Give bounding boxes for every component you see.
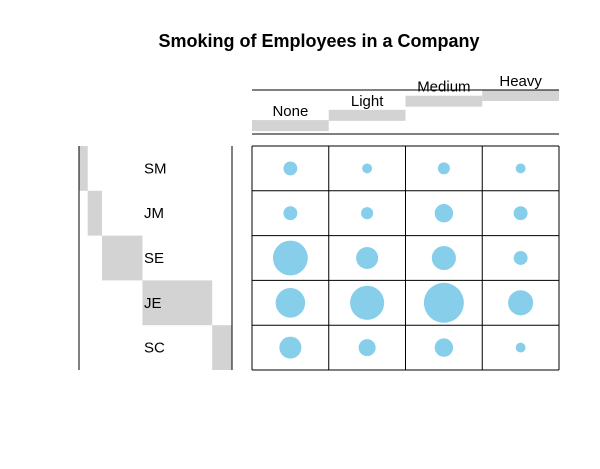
- column-margin-bar-heavy: [482, 90, 559, 101]
- row-margin-bar-se: [101, 235, 143, 281]
- balloon-sc-medium: [434, 338, 454, 357]
- column-label-light: Light: [351, 93, 384, 110]
- balloon-sm-heavy: [515, 163, 526, 174]
- row-label-sc: SC: [144, 340, 165, 357]
- column-label-medium: Medium: [417, 79, 470, 96]
- column-margin-bar-medium: [405, 95, 483, 107]
- row-label-jm: JM: [144, 205, 164, 222]
- column-margin-bar-light: [328, 109, 406, 121]
- balloon-se-heavy: [513, 251, 528, 265]
- balloon-sc-none: [279, 336, 302, 359]
- balloon-sm-none: [283, 161, 298, 176]
- row-margin-bar-sc: [212, 325, 232, 370]
- row-margin-bar-sm: [79, 146, 88, 191]
- balloon-sm-medium: [437, 162, 450, 175]
- balloon-je-light: [350, 285, 385, 320]
- row-label-sm: SM: [144, 160, 167, 177]
- row-margin-bar-jm: [87, 190, 102, 236]
- balloon-je-medium: [423, 282, 464, 323]
- balloon-jm-medium: [434, 203, 454, 223]
- balloon-cells: [272, 161, 534, 359]
- balloon-se-none: [272, 240, 308, 276]
- margin-bars: [79, 90, 559, 370]
- balloon-jm-none: [283, 206, 298, 221]
- row-margin-bar-je: [142, 280, 213, 326]
- column-margin-bar-none: [252, 120, 329, 132]
- chart-title: Smoking of Employees in a Company: [158, 31, 479, 51]
- balloon-se-medium: [431, 245, 456, 271]
- row-label-je: JE: [144, 295, 162, 312]
- grid-lines: [78, 89, 560, 371]
- column-label-heavy: Heavy: [499, 73, 542, 90]
- balloon-jm-heavy: [513, 206, 528, 221]
- column-label-none: None: [272, 103, 308, 120]
- balloon-jm-light: [361, 207, 374, 220]
- row-label-se: SE: [144, 250, 164, 267]
- balloon-sc-heavy: [515, 342, 526, 353]
- balloon-sm-light: [362, 163, 373, 174]
- balloon-se-light: [356, 246, 379, 270]
- balloon-sc-light: [358, 339, 376, 357]
- balloon-je-none: [275, 288, 306, 318]
- balloon-je-heavy: [508, 290, 534, 316]
- axis-labels: None Light Medium Heavy SM JM SE JE SC: [144, 73, 542, 357]
